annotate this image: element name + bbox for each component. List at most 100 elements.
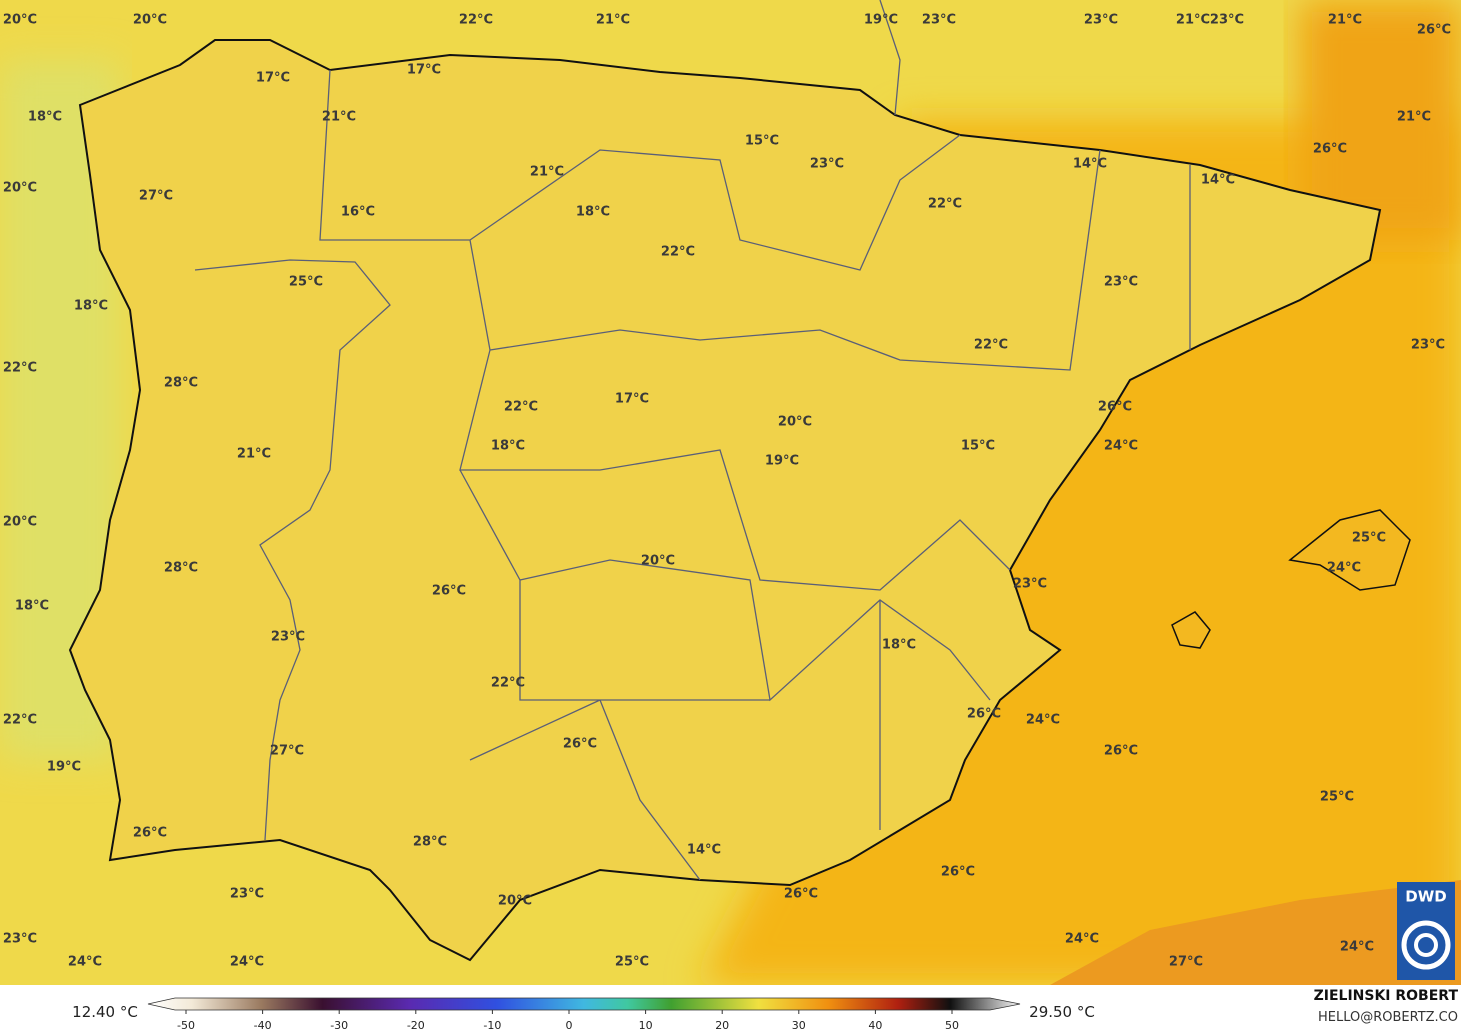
- temp-label: 23°C: [1411, 338, 1445, 353]
- contact: HELLO@ROBERTZ.CO: [1318, 1010, 1458, 1025]
- logo-swirl-inner: [1414, 933, 1438, 957]
- temp-label: 23°C: [922, 13, 956, 28]
- temp-label: 24°C: [1327, 561, 1361, 576]
- colorbar-tick-label: -50: [177, 1019, 195, 1032]
- temp-label: 18°C: [491, 439, 525, 454]
- temp-label: 20°C: [3, 181, 37, 196]
- colorbar-tick-label: 40: [868, 1019, 882, 1032]
- temp-label: 18°C: [576, 205, 610, 220]
- temp-label: 20°C: [641, 554, 675, 569]
- temp-label: 15°C: [961, 439, 995, 454]
- temp-label: 24°C: [68, 955, 102, 970]
- temp-label: 28°C: [164, 376, 198, 391]
- temp-label: 18°C: [882, 638, 916, 653]
- temp-label: 17°C: [256, 71, 290, 86]
- temp-label: 25°C: [1320, 790, 1354, 805]
- temp-label: 24°C: [1065, 932, 1099, 947]
- temp-label: 26°C: [432, 584, 466, 599]
- temp-label: 26°C: [941, 865, 975, 880]
- temp-label: 14°C: [687, 843, 721, 858]
- temperature-labels: 20°C 20°C 22°C 21°C 19°C 23°C 23°C 21°C 23°C 21°C…: [3, 13, 1451, 970]
- africa: [1050, 880, 1461, 985]
- temp-label: 27°C: [1169, 955, 1203, 970]
- temp-label: 14°C: [1073, 157, 1107, 172]
- colorbar-tick-label: 0: [566, 1019, 573, 1032]
- temp-label: 20°C: [498, 894, 532, 909]
- temp-label: 24°C: [1026, 713, 1060, 728]
- colorbar-tick-label: -40: [254, 1019, 272, 1032]
- temp-label: 19°C: [47, 760, 81, 775]
- temp-label: 14°C: [1201, 173, 1235, 188]
- author: ZIELINSKI ROBERT: [1314, 988, 1459, 1004]
- temp-label: 20°C: [3, 515, 37, 530]
- temp-label: 21°C: [596, 13, 630, 28]
- temp-label: 28°C: [164, 561, 198, 576]
- temp-label: 25°C: [1352, 531, 1386, 546]
- temp-label: 22°C: [928, 197, 962, 212]
- temp-label: 15°C: [745, 134, 779, 149]
- temp-label: 18°C: [15, 599, 49, 614]
- temp-label: 22°C: [974, 338, 1008, 353]
- temp-label: 23°C: [1013, 577, 1047, 592]
- temp-label: 26°C: [563, 737, 597, 752]
- temp-label: 17°C: [407, 63, 441, 78]
- temp-label: 20°C: [778, 415, 812, 430]
- colorbar-tick-label: 30: [792, 1019, 806, 1032]
- temp-label: 27°C: [270, 744, 304, 759]
- temp-label: 16°C: [341, 205, 375, 220]
- temp-label: 18°C: [28, 110, 62, 125]
- temp-label: 26°C: [1417, 23, 1451, 38]
- temp-label: 26°C: [1313, 142, 1347, 157]
- temp-label: 19°C: [864, 13, 898, 28]
- logo-text: DWD: [1405, 888, 1446, 906]
- temp-label: 21°C: [530, 165, 564, 180]
- france-south: [1300, 0, 1461, 240]
- temp-label: 22°C: [459, 13, 493, 28]
- temp-label: 22°C: [661, 245, 695, 260]
- temp-label: 21°C: [1176, 13, 1210, 28]
- temp-label: 17°C: [615, 392, 649, 407]
- min-label: 12.40 °C: [72, 1003, 138, 1021]
- regions: [319, 69, 1191, 881]
- dwd-logo: DWD: [1397, 882, 1455, 980]
- temp-label: 22°C: [504, 400, 538, 415]
- portugal-border: [194, 259, 391, 841]
- temp-label: 23°C: [3, 932, 37, 947]
- logo-swirl: [1401, 920, 1451, 970]
- colorbar-tick-label: -10: [483, 1019, 501, 1032]
- max-label: 29.50 °C: [1029, 1003, 1095, 1021]
- temp-label: 23°C: [1084, 13, 1118, 28]
- temp-label: 23°C: [810, 157, 844, 172]
- temp-label: 24°C: [230, 955, 264, 970]
- temp-label: 21°C: [1397, 110, 1431, 125]
- temp-label: 23°C: [230, 887, 264, 902]
- iberia: [69, 0, 1381, 961]
- france-border: [879, 0, 901, 116]
- temp-label: 21°C: [237, 447, 271, 462]
- colorbar-tick-label: 50: [945, 1019, 959, 1032]
- temp-label: 28°C: [413, 835, 447, 850]
- temp-label: 26°C: [1098, 400, 1132, 415]
- temp-label: 19°C: [765, 454, 799, 469]
- temp-label: 26°C: [1104, 744, 1138, 759]
- temp-label: 21°C: [1328, 13, 1362, 28]
- temp-label: 24°C: [1340, 940, 1374, 955]
- ibiza: [1171, 611, 1211, 649]
- temp-label: 26°C: [784, 887, 818, 902]
- temp-label: 26°C: [133, 826, 167, 841]
- colorbar-tick-label: -20: [407, 1019, 425, 1032]
- temp-label: 22°C: [3, 361, 37, 376]
- temp-label: 26°C: [967, 707, 1001, 722]
- colorbar: [147, 997, 1021, 1011]
- temp-label: 21°C: [322, 110, 356, 125]
- temp-label: 22°C: [491, 676, 525, 691]
- colorbar-tick-label: 10: [639, 1019, 653, 1032]
- temp-label: 27°C: [139, 189, 173, 204]
- temp-label: 25°C: [615, 955, 649, 970]
- temp-label: 24°C: [1104, 439, 1138, 454]
- temp-label: 22°C: [3, 713, 37, 728]
- temp-label: 20°C: [133, 13, 167, 28]
- temp-label: 25°C: [289, 275, 323, 290]
- temp-label: 20°C: [3, 13, 37, 28]
